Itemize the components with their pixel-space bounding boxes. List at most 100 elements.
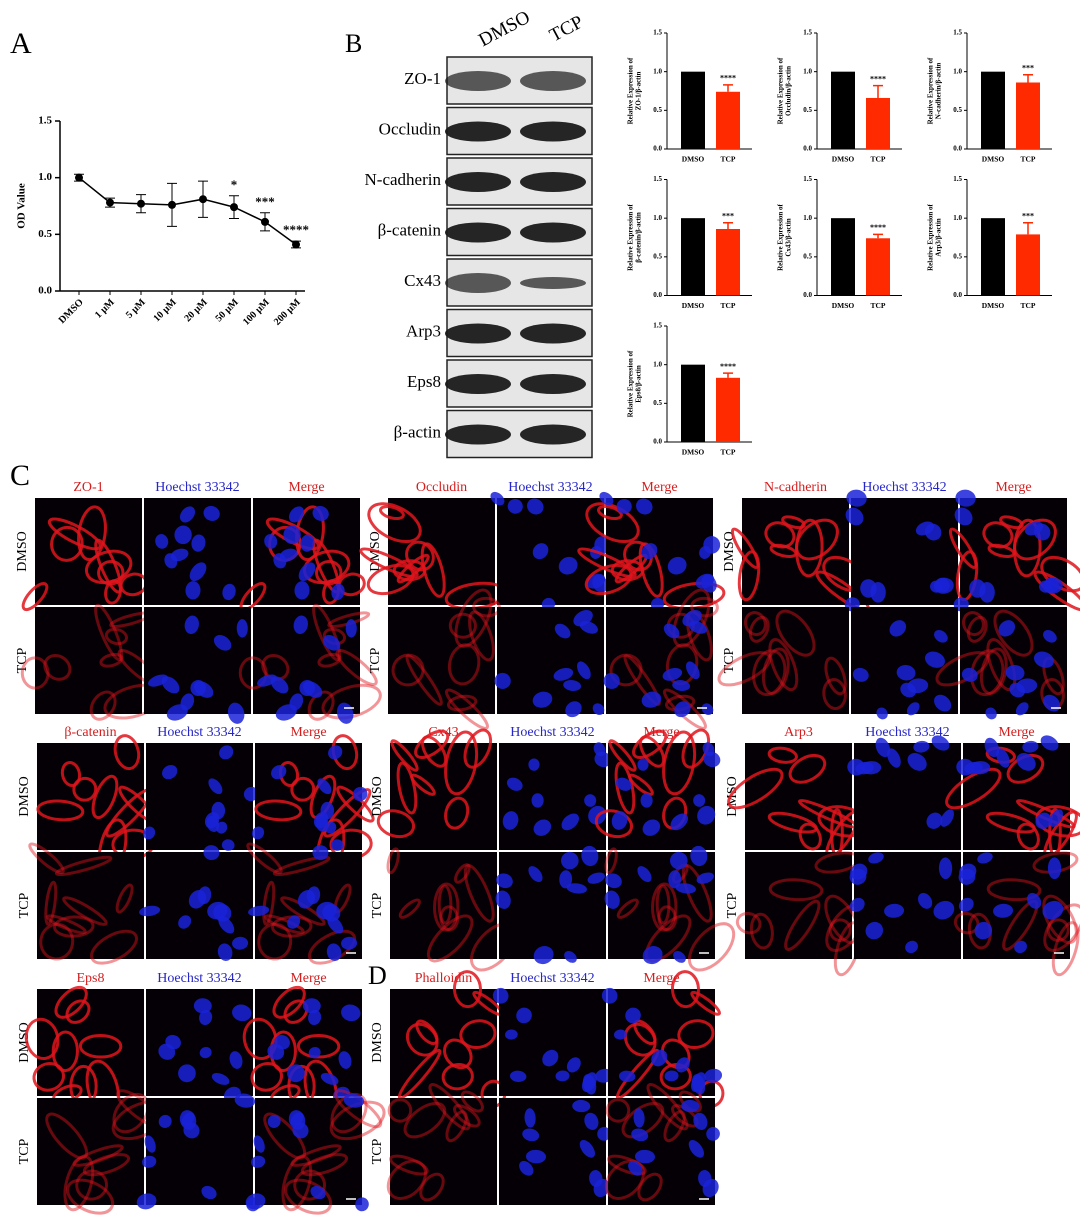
nucleus <box>599 491 614 506</box>
nucleus <box>509 1070 527 1083</box>
nucleus <box>496 873 513 889</box>
nucleus <box>896 664 916 681</box>
nucleus <box>675 1057 690 1073</box>
micrograph-bg <box>742 607 849 714</box>
stain <box>662 730 697 796</box>
micrograph <box>847 735 961 850</box>
nucleus <box>506 777 523 791</box>
channel-label: Merge <box>288 480 324 495</box>
point <box>292 240 300 249</box>
blot-band <box>445 222 511 243</box>
data-line <box>78 177 297 246</box>
stain <box>761 647 790 695</box>
blot-band <box>520 121 586 142</box>
blot-band <box>445 374 511 394</box>
stain <box>43 653 72 681</box>
nucleus <box>174 525 192 545</box>
nucleus <box>592 703 605 716</box>
micrograph-bg <box>390 743 497 850</box>
micrograph <box>494 607 605 718</box>
micrograph <box>604 845 736 972</box>
micrograph <box>144 607 251 724</box>
nucleus <box>1009 682 1026 698</box>
nucleus <box>668 870 682 889</box>
nucleus <box>178 915 192 929</box>
y-tick-label: 0.5 <box>803 252 812 260</box>
micrograph <box>717 607 849 714</box>
micrograph <box>594 728 721 850</box>
stain <box>419 1172 445 1202</box>
stain <box>293 1169 327 1201</box>
nucleus <box>686 661 700 680</box>
stain <box>663 1110 686 1143</box>
nucleus <box>264 534 278 549</box>
nucleus <box>528 866 543 883</box>
micrograph <box>577 491 726 611</box>
nucleus <box>142 1155 157 1168</box>
nucleus <box>667 556 687 575</box>
stain <box>608 739 637 772</box>
nucleus <box>1043 630 1057 643</box>
stain <box>113 734 141 771</box>
stain <box>242 1017 278 1060</box>
nucleus <box>616 498 632 514</box>
channel-label: Merge <box>290 971 326 986</box>
row-label: TCP <box>368 647 383 673</box>
nucleus <box>701 574 717 593</box>
stain <box>272 985 306 1019</box>
stain <box>993 609 1034 657</box>
significance: **** <box>283 222 309 237</box>
stain <box>390 739 419 772</box>
bar <box>716 91 740 149</box>
micrograph <box>601 970 725 1108</box>
bar <box>981 71 1005 149</box>
y-tick-label: 0.0 <box>653 145 662 153</box>
stain <box>604 1159 645 1200</box>
row-label: TCP <box>17 1138 32 1164</box>
nucleus <box>184 615 199 635</box>
nucleus <box>1015 702 1029 716</box>
stain <box>53 915 95 938</box>
nucleus <box>996 748 1010 768</box>
stain <box>50 525 84 562</box>
stain <box>690 990 721 1016</box>
significance: **** <box>870 223 886 232</box>
nucleus <box>593 1178 610 1198</box>
nucleus <box>696 872 714 884</box>
stain <box>272 855 331 877</box>
x-tick-label: TCP <box>1021 301 1036 310</box>
blot-band <box>445 71 511 91</box>
micrograph <box>28 842 144 965</box>
channel-label: ZO-1 <box>73 480 103 495</box>
stain <box>39 922 75 961</box>
nucleus <box>494 672 511 689</box>
stain <box>463 728 493 769</box>
stain <box>321 683 382 720</box>
nucleus <box>637 758 649 771</box>
stain <box>444 796 470 830</box>
stain <box>89 690 117 721</box>
channel-label: Occludin <box>416 480 467 495</box>
nucleus <box>560 851 579 870</box>
nucleus <box>188 889 207 909</box>
blot-band <box>520 323 586 344</box>
nucleus <box>876 707 888 720</box>
nucleus <box>955 489 976 507</box>
nucleus <box>199 1046 212 1059</box>
nucleus <box>325 821 337 834</box>
nucleus <box>603 672 620 689</box>
stain <box>97 559 125 586</box>
stain <box>446 694 478 712</box>
y-axis-label: Relative Expression of <box>627 57 635 124</box>
error-bar <box>723 84 733 92</box>
stain <box>420 542 446 598</box>
nucleus <box>958 897 974 912</box>
micrograph <box>238 603 382 724</box>
nucleus <box>271 764 287 780</box>
nucleus <box>1014 940 1027 954</box>
y-tick-label: 0.0 <box>803 145 812 153</box>
y-tick-label: 0.0 <box>653 291 662 299</box>
stain <box>982 521 1014 549</box>
micrograph <box>604 1083 720 1205</box>
